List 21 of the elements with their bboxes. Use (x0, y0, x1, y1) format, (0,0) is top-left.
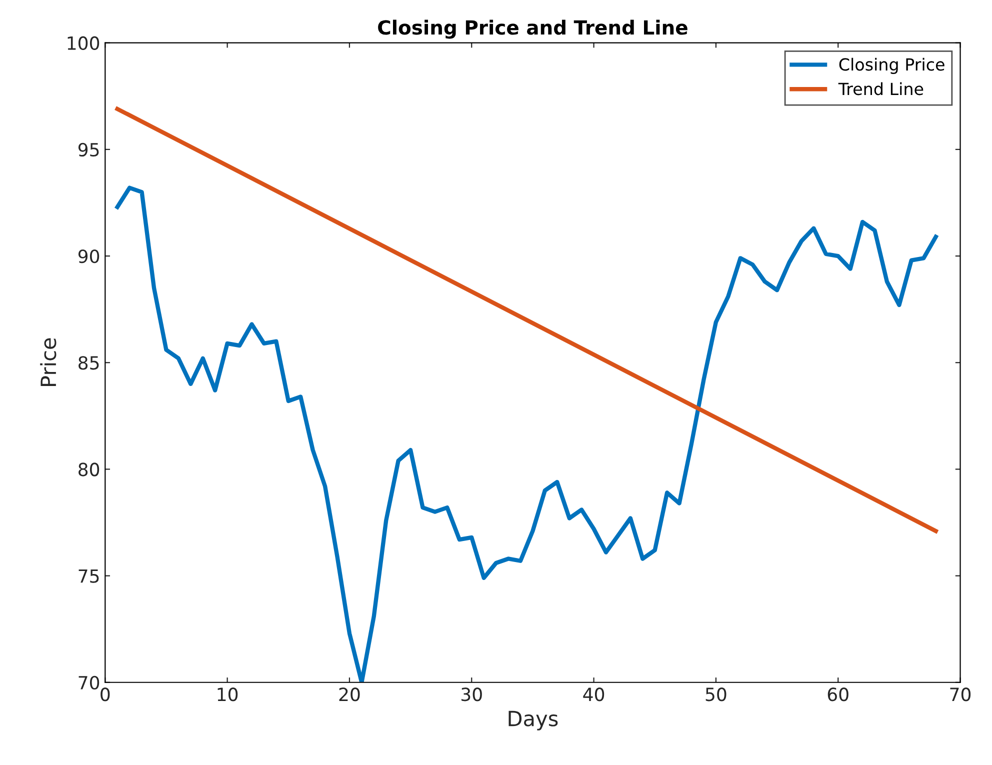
x-tick-label: 60 (828, 688, 848, 702)
y-tick-label: 80 (78, 462, 100, 476)
y-tick-label: 70 (78, 676, 100, 690)
x-tick-label: 30 (462, 688, 482, 702)
legend-label: Trend Line (838, 82, 924, 96)
x-tick-label: 50 (706, 688, 726, 702)
line-series (115, 186, 938, 682)
y-tick-label: 100 (68, 36, 100, 50)
y-tick-label: 95 (78, 142, 99, 157)
legend-label: Closing Price (839, 58, 944, 74)
x-tick-label: 0 (100, 688, 110, 702)
x-tick-label: 10 (218, 688, 238, 702)
x-axis-title: Days (508, 710, 558, 730)
x-tick-label: 20 (339, 688, 360, 702)
y-tick-label: 90 (78, 249, 100, 264)
x-tick-label: 70 (950, 688, 971, 702)
y-tick-label: 75 (78, 569, 99, 583)
y-tick-label: 85 (78, 356, 99, 370)
chart-title: Closing Price and Trend Line (378, 20, 688, 39)
y-axis-title: Price (40, 338, 56, 386)
x-tick-label: 40 (583, 688, 604, 702)
